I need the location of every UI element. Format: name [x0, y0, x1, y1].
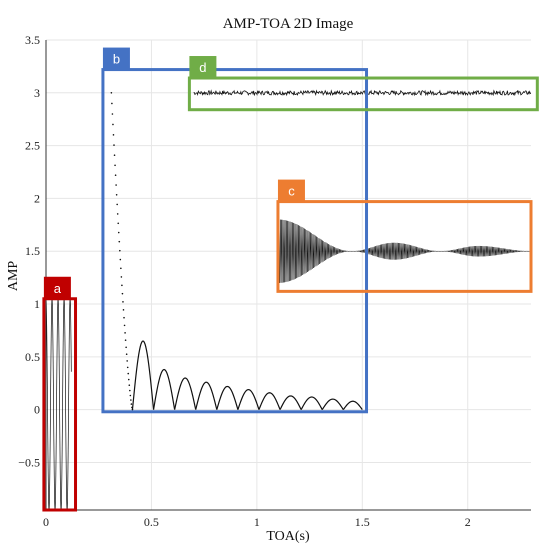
- decay-lobe: [279, 395, 302, 410]
- decay-point: [123, 316, 125, 319]
- decay-point: [117, 222, 120, 225]
- decay-point: [121, 284, 123, 287]
- decay-lobe: [258, 392, 281, 410]
- decay-lobe: [152, 368, 176, 410]
- decay-lobe: [174, 377, 197, 410]
- chart-title: AMP-TOA 2D Image: [223, 16, 354, 32]
- decay-point: [125, 346, 127, 349]
- annotation-box-a: a: [42, 276, 78, 512]
- decay-point: [119, 249, 121, 252]
- decay-point: [128, 384, 131, 387]
- y-tick-label: 2.5: [25, 139, 40, 153]
- decay-point: [127, 378, 130, 381]
- decay-point: [121, 292, 124, 295]
- decay-point: [119, 258, 122, 261]
- y-tick-label: 0.5: [25, 350, 40, 364]
- x-tick-label: 2: [465, 515, 471, 529]
- annotation-tag-d: [189, 56, 217, 79]
- y-tick-label: −0.5: [18, 455, 40, 469]
- decay-lobe: [321, 398, 344, 410]
- decay-lobe: [216, 385, 239, 410]
- decay-point: [123, 324, 126, 327]
- annotation-boxes: a b c d: [42, 47, 539, 512]
- decay-point: [115, 184, 117, 186]
- y-tick-label: 1.5: [25, 244, 40, 258]
- decay-point: [124, 332, 126, 334]
- annotation-label-d: d: [199, 60, 206, 75]
- x-tick-label: 0.5: [144, 515, 159, 529]
- decay-point: [110, 92, 113, 94]
- x-tick-label: 1.5: [355, 515, 370, 529]
- decay-point: [129, 394, 132, 397]
- x-axis-label: TOA(s): [266, 529, 310, 544]
- series-oscillation-a: [45, 297, 72, 511]
- decay-lobe: [131, 340, 155, 410]
- annotation-box-b: b: [101, 47, 369, 414]
- data-layer: [45, 89, 532, 511]
- y-tick-label: 3: [34, 86, 40, 100]
- annotation-label-b: b: [113, 52, 120, 67]
- x-tick-label: 0: [43, 515, 49, 529]
- series-band-c: [277, 219, 531, 283]
- decay-point: [115, 193, 118, 196]
- decay-point: [120, 267, 122, 270]
- decay-lobe: [300, 396, 323, 410]
- decay-point: [124, 339, 127, 341]
- annotation-label-c: c: [288, 184, 295, 199]
- decay-point: [117, 231, 120, 234]
- decay-point: [120, 276, 123, 278]
- annotation-tag-a: [43, 276, 71, 299]
- y-tick-label: 0: [34, 403, 40, 417]
- decay-point: [113, 154, 116, 157]
- decay-lobe: [342, 400, 363, 411]
- decay-point: [118, 240, 121, 243]
- decay-point: [127, 372, 130, 375]
- decay-point: [122, 309, 125, 311]
- annotation-box-d: d: [187, 56, 539, 112]
- tick-labels: 0 0.5 1 1.5 2 −0.5 0 0.5 1 1.5 2 2.5 3 3.5: [18, 33, 471, 529]
- annotation-tag-c: [277, 179, 305, 202]
- decay-point: [130, 399, 132, 401]
- y-axis-label: AMP: [6, 261, 21, 292]
- y-tick-label: 2: [34, 191, 40, 205]
- decay-point: [116, 213, 119, 215]
- decay-point: [126, 366, 129, 369]
- annotation-box-c: c: [276, 179, 533, 293]
- decay-point: [111, 102, 113, 105]
- decay-lobe: [195, 381, 218, 410]
- decay-point: [116, 203, 118, 206]
- decay-point: [111, 113, 114, 115]
- decay-point: [129, 389, 131, 392]
- decay-point: [125, 353, 128, 356]
- y-tick-label: 1: [34, 297, 40, 311]
- decay-point: [126, 360, 128, 362]
- x-tick-label: 1: [254, 515, 260, 529]
- y-tick-label: 3.5: [25, 33, 40, 47]
- decay-point: [114, 174, 117, 177]
- annotation-label-a: a: [54, 281, 62, 296]
- decay-point: [112, 134, 115, 136]
- decay-point: [130, 403, 133, 405]
- axes: [45, 40, 531, 511]
- decay-lobe: [237, 388, 260, 410]
- decay-point: [112, 123, 114, 126]
- decay-point: [114, 164, 116, 167]
- annotation-tag-b: [102, 47, 130, 70]
- series-line-d: [193, 89, 532, 97]
- decay-point: [113, 144, 115, 146]
- decay-point: [122, 301, 124, 303]
